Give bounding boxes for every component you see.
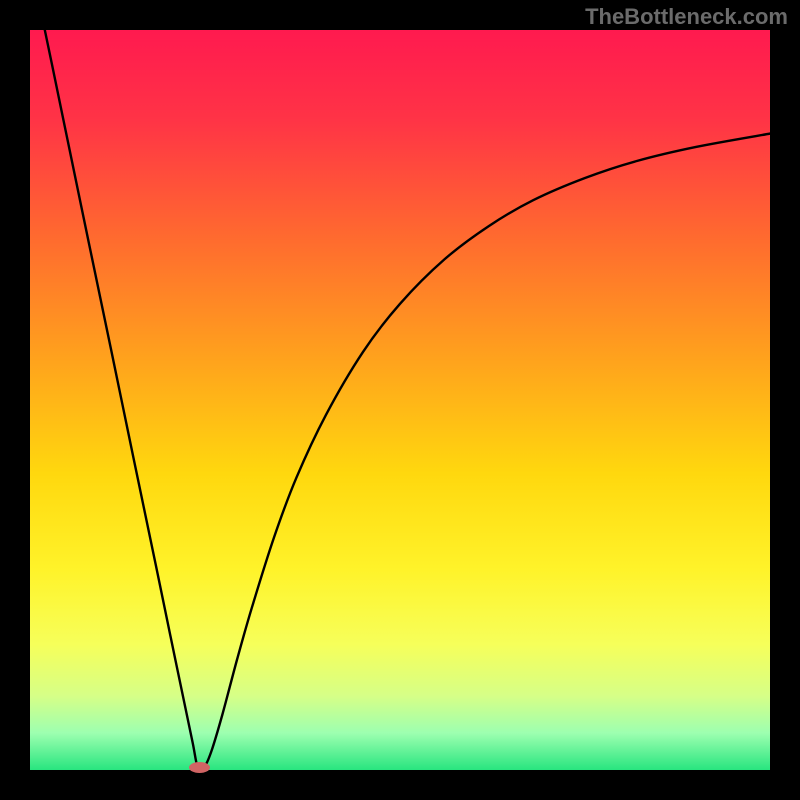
bottleneck-curve <box>30 30 770 770</box>
optimum-marker <box>189 762 210 773</box>
watermark-text: TheBottleneck.com <box>585 4 788 30</box>
plot-area <box>30 30 770 770</box>
chart-container: TheBottleneck.com <box>0 0 800 800</box>
